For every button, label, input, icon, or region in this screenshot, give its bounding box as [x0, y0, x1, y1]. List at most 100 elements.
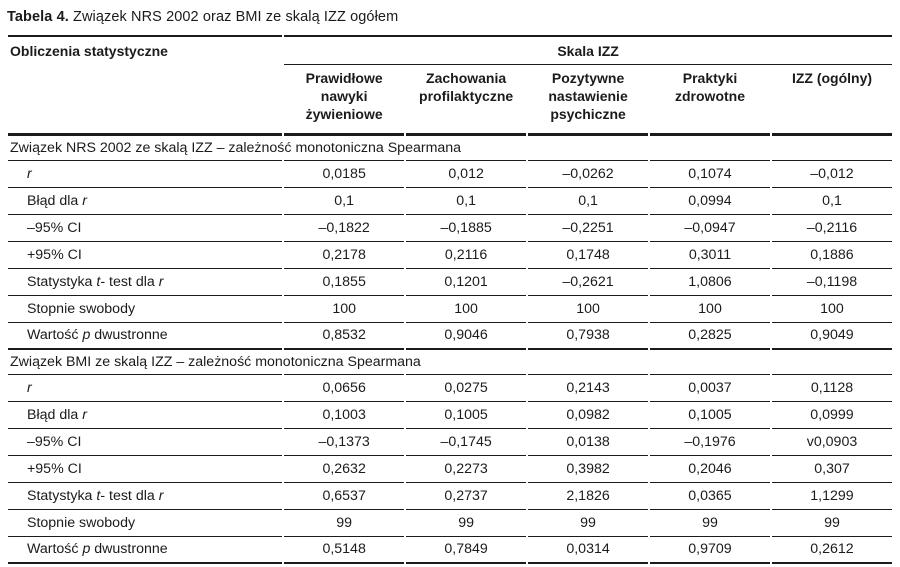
cell-value: 0,0185	[284, 161, 405, 188]
cell-value: 0,2737	[406, 483, 527, 510]
cell-value: 0,0365	[650, 483, 770, 510]
cell-value: 0,3011	[650, 242, 770, 269]
cell-value: 0,2046	[650, 456, 770, 483]
row-label: Stopnie swobody	[8, 510, 283, 537]
cell-value: 0,0994	[650, 188, 770, 215]
cell-value: 99	[771, 510, 892, 537]
row-label: r	[8, 161, 283, 188]
group-header: Skala IZZ	[284, 35, 892, 66]
cell-value: –0,2621	[528, 269, 649, 296]
corner-header: Obliczenia statystyczne	[8, 35, 283, 136]
table-row: r 0,0185 0,012 –0,0262 0,1074 –0,012	[8, 161, 892, 188]
cell-value: 0,2178	[284, 242, 405, 269]
cell-value: 1,1299	[771, 483, 892, 510]
cell-value: 100	[650, 296, 770, 323]
cell-value: 0,1005	[650, 402, 770, 429]
row-label: Błąd dla r	[8, 188, 283, 215]
table-title-label: Tabela 4.	[7, 9, 69, 25]
row-label: Wartość p dwustronne	[8, 537, 283, 564]
table-title: Tabela 4. Związek NRS 2002 oraz BMI ze s…	[7, 8, 894, 26]
cell-value: 100	[284, 296, 405, 323]
row-label: Stopnie swobody	[8, 296, 283, 323]
section-header: Związek BMI ze skalą IZZ – zależność mon…	[8, 350, 421, 375]
cell-value: –0,1198	[771, 269, 892, 296]
cell-value: 0,1005	[406, 402, 527, 429]
cell-value: 0,2273	[406, 456, 527, 483]
row-label: –95% CI	[8, 429, 283, 456]
cell-value: 0,2116	[406, 242, 527, 269]
cell-value: 0,1	[528, 188, 649, 215]
table-row: Statystyka t- test dla r 0,6537 0,2737 2…	[8, 483, 892, 510]
column-header: Prawidłowe nawyki żywieniowe	[284, 65, 405, 136]
table-row: Statystyka t- test dla r 0,1855 0,1201 –…	[8, 269, 892, 296]
cell-value: 0,2143	[528, 375, 649, 402]
cell-value: 0,1	[284, 188, 405, 215]
cell-value: 0,2825	[650, 323, 770, 350]
cell-value: v0,0903	[771, 429, 892, 456]
table-row: Błąd dla r 0,1003 0,1005 0,0982 0,1005 0…	[8, 402, 892, 429]
cell-value: 99	[528, 510, 649, 537]
table-row: Błąd dla r 0,1 0,1 0,1 0,0994 0,1	[8, 188, 892, 215]
section-header-row: Związek BMI ze skalą IZZ – zależność mon…	[8, 350, 892, 375]
table-row: +95% CI 0,2178 0,2116 0,1748 0,3011 0,18…	[8, 242, 892, 269]
cell-value: 0,7849	[406, 537, 527, 564]
cell-value: 0,1855	[284, 269, 405, 296]
table-row: Stopnie swobody 99 99 99 99 99	[8, 510, 892, 537]
cell-value: 0,5148	[284, 537, 405, 564]
row-label: Statystyka t- test dla r	[8, 269, 283, 296]
table-row: r 0,0656 0,0275 0,2143 0,0037 0,1128	[8, 375, 892, 402]
cell-value: 0,1074	[650, 161, 770, 188]
section-header: Związek NRS 2002 ze skalą IZZ – zależnoś…	[8, 136, 461, 161]
row-label: Statystyka t- test dla r	[8, 483, 283, 510]
cell-value: –0,0262	[528, 161, 649, 188]
table-row: Wartość p dwustronne 0,8532 0,9046 0,793…	[8, 323, 892, 350]
table-row: Stopnie swobody 100 100 100 100 100	[8, 296, 892, 323]
cell-value: 0,1201	[406, 269, 527, 296]
row-label: r	[8, 375, 283, 402]
header-row-group: Obliczenia statystyczne Skala IZZ	[8, 35, 892, 136]
cell-value: 0,0314	[528, 537, 649, 564]
table-title-text: Związek NRS 2002 oraz BMI ze skalą IZZ o…	[68, 9, 399, 25]
cell-value: 0,8532	[284, 323, 405, 350]
column-header: Zachowania profilaktyczne	[406, 65, 527, 136]
cell-value: 99	[406, 510, 527, 537]
cell-value: –0,0947	[650, 215, 770, 242]
table-row: Wartość p dwustronne 0,5148 0,7849 0,031…	[8, 537, 892, 564]
table-row: +95% CI 0,2632 0,2273 0,3982 0,2046 0,30…	[8, 456, 892, 483]
section-header-row: Związek NRS 2002 ze skalą IZZ – zależnoś…	[8, 136, 892, 161]
column-header: Praktyki zdrowotne	[650, 65, 770, 136]
row-label: +95% CI	[8, 242, 283, 269]
cell-value: 0,2632	[284, 456, 405, 483]
cell-value: 0,6537	[284, 483, 405, 510]
cell-value: –0,1745	[406, 429, 527, 456]
cell-value: 99	[284, 510, 405, 537]
cell-value: 0,0138	[528, 429, 649, 456]
column-header: Pozytywne nastawienie psychiczne	[528, 65, 649, 136]
cell-value: 0,0037	[650, 375, 770, 402]
cell-value: 0,9046	[406, 323, 527, 350]
table-row: –95% CI –0,1822 –0,1885 –0,2251 –0,0947 …	[8, 215, 892, 242]
cell-value: 0,1748	[528, 242, 649, 269]
cell-value: –0,1822	[284, 215, 405, 242]
cell-value: 0,9049	[771, 323, 892, 350]
cell-value: 0,1	[406, 188, 527, 215]
cell-value: –0,2251	[528, 215, 649, 242]
cell-value: 0,2612	[771, 537, 892, 564]
cell-value: 0,1128	[771, 375, 892, 402]
cell-value: 0,0999	[771, 402, 892, 429]
row-label: –95% CI	[8, 215, 283, 242]
cell-value: 0,9709	[650, 537, 770, 564]
row-label: +95% CI	[8, 456, 283, 483]
cell-value: –0,012	[771, 161, 892, 188]
cell-value: 100	[528, 296, 649, 323]
cell-value: 0,1	[771, 188, 892, 215]
cell-value: 0,7938	[528, 323, 649, 350]
header-row-columns: Prawidłowe nawyki żywieniowe Zachowania …	[8, 65, 892, 136]
cell-value: 1,0806	[650, 269, 770, 296]
cell-value: 0,3982	[528, 456, 649, 483]
cell-value: 0,1003	[284, 402, 405, 429]
cell-value: 0,0656	[284, 375, 405, 402]
cell-value: 2,1826	[528, 483, 649, 510]
cell-value: 0,1886	[771, 242, 892, 269]
cell-value: 100	[406, 296, 527, 323]
